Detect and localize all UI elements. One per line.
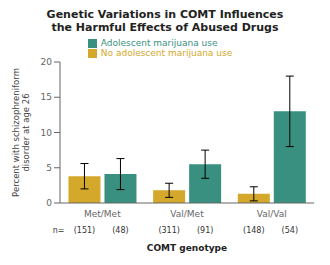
svg-text:(151): (151) [74, 226, 96, 235]
svg-text:COMT genotype: COMT genotype [147, 243, 227, 253]
html-text:No adolescent marijuana use: No adolescent marijuana use [100, 48, 233, 58]
html-text:Adolescent marijuana use: Adolescent marijuana use [100, 38, 218, 48]
html-text:Genetic Variations in COMT Inf: Genetic Variations in COMT Influences th… [46, 8, 284, 34]
svg-text:(54): (54) [282, 226, 298, 235]
svg-text:10: 10 [41, 128, 53, 138]
svg-text:(148): (148) [243, 226, 265, 235]
svg-text:0: 0 [46, 198, 52, 208]
svg-text:Met/Met: Met/Met [84, 209, 121, 219]
svg-text:(311): (311) [158, 226, 180, 235]
svg-text:5: 5 [46, 163, 52, 173]
svg-text:20: 20 [41, 57, 53, 67]
svg-text:(91): (91) [197, 226, 213, 235]
svg-text:Val/Val: Val/Val [257, 209, 287, 219]
svg-text:(48): (48) [112, 226, 128, 235]
svg-text:n=: n= [53, 226, 65, 235]
svg-text:Val/Met: Val/Met [170, 209, 204, 219]
svg-text:15: 15 [41, 92, 52, 102]
svg-text:Percent with schizophreniformd: Percent with schizophreniformdisorder at… [11, 68, 31, 197]
